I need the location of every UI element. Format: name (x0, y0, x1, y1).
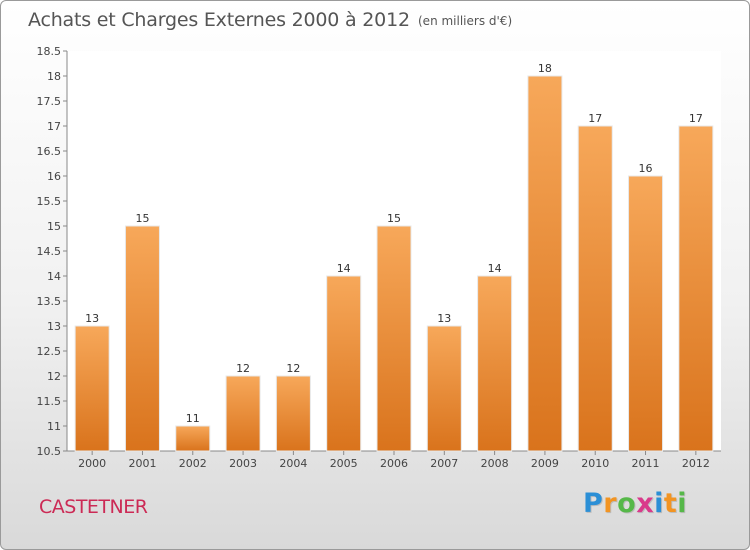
y-tick-label: 14.5 (37, 245, 62, 258)
y-tick-label: 17 (47, 120, 61, 133)
bar-2003 (225, 375, 261, 452)
bar-2008 (477, 275, 513, 452)
bar-2002 (175, 425, 211, 452)
data-label-2010: 17 (588, 112, 602, 125)
bar-2006 (376, 225, 412, 452)
x-tick-label-2009: 2009 (531, 457, 559, 470)
data-label-2006: 15 (387, 212, 401, 225)
data-label-2008: 14 (488, 262, 502, 275)
data-label-2000: 13 (85, 312, 99, 325)
y-tick-label: 17.5 (37, 95, 62, 108)
y-tick-label: 14 (47, 270, 61, 283)
data-label-2005: 14 (337, 262, 351, 275)
y-tick-label: 12 (47, 370, 61, 383)
y-tick-label: 18.5 (37, 45, 62, 58)
x-tick-label-2000: 2000 (78, 457, 106, 470)
chart-subtitle: (en milliers d'€) (418, 14, 513, 28)
commune-name: CASTETNER (39, 496, 148, 518)
bar-2009 (527, 75, 563, 452)
logo-letter: i (654, 488, 664, 519)
x-tick-label-2011: 2011 (632, 457, 660, 470)
x-tick-label-2005: 2005 (330, 457, 358, 470)
x-tick-label-2003: 2003 (229, 457, 257, 470)
bar-2000 (74, 325, 110, 452)
data-label-2004: 12 (286, 362, 300, 375)
bar-2007 (426, 325, 462, 452)
bar-2005 (326, 275, 362, 452)
y-tick-label: 12.5 (37, 345, 62, 358)
x-tick-label-2006: 2006 (380, 457, 408, 470)
bar-2010 (577, 125, 613, 452)
logo-letter: r (603, 488, 618, 519)
chart-title: Achats et Charges Externes 2000 à 2012 (28, 9, 410, 31)
data-label-2003: 12 (236, 362, 250, 375)
logo-letter: x (636, 488, 655, 519)
x-tick-label-2002: 2002 (179, 457, 207, 470)
data-label-2007: 13 (437, 312, 451, 325)
data-label-2012: 17 (689, 112, 703, 125)
logo-letter: o (617, 488, 637, 519)
x-tick-label-2012: 2012 (682, 457, 710, 470)
y-tick-label: 11 (47, 420, 61, 433)
y-tick-label: 16.5 (37, 145, 62, 158)
data-label-2011: 16 (639, 162, 653, 175)
data-label-2002: 11 (186, 412, 200, 425)
proxiti-logo: Proxiti (583, 488, 687, 519)
bar-2004 (275, 375, 311, 452)
y-tick-label: 10.5 (37, 445, 62, 458)
x-tick-label-2008: 2008 (481, 457, 509, 470)
logo-letter: i (677, 488, 688, 519)
logo-letter: P (583, 488, 604, 519)
y-tick-label: 18 (47, 70, 61, 83)
x-tick-label-2010: 2010 (581, 457, 609, 470)
y-tick-label: 13.5 (37, 295, 62, 308)
data-label-2009: 18 (538, 62, 552, 75)
logo-letter: t (663, 488, 678, 519)
bar-2012 (678, 125, 714, 452)
y-tick-label: 15.5 (37, 195, 62, 208)
y-tick-label: 13 (47, 320, 61, 333)
y-tick-label: 11.5 (37, 395, 62, 408)
x-tick-label-2004: 2004 (279, 457, 307, 470)
x-tick-label-2001: 2001 (128, 457, 156, 470)
x-tick-label-2007: 2007 (430, 457, 458, 470)
bar-2001 (124, 225, 160, 452)
y-tick-label: 16 (47, 170, 61, 183)
bar-2011 (628, 175, 664, 452)
data-label-2001: 15 (135, 212, 149, 225)
y-tick-label: 15 (47, 220, 61, 233)
